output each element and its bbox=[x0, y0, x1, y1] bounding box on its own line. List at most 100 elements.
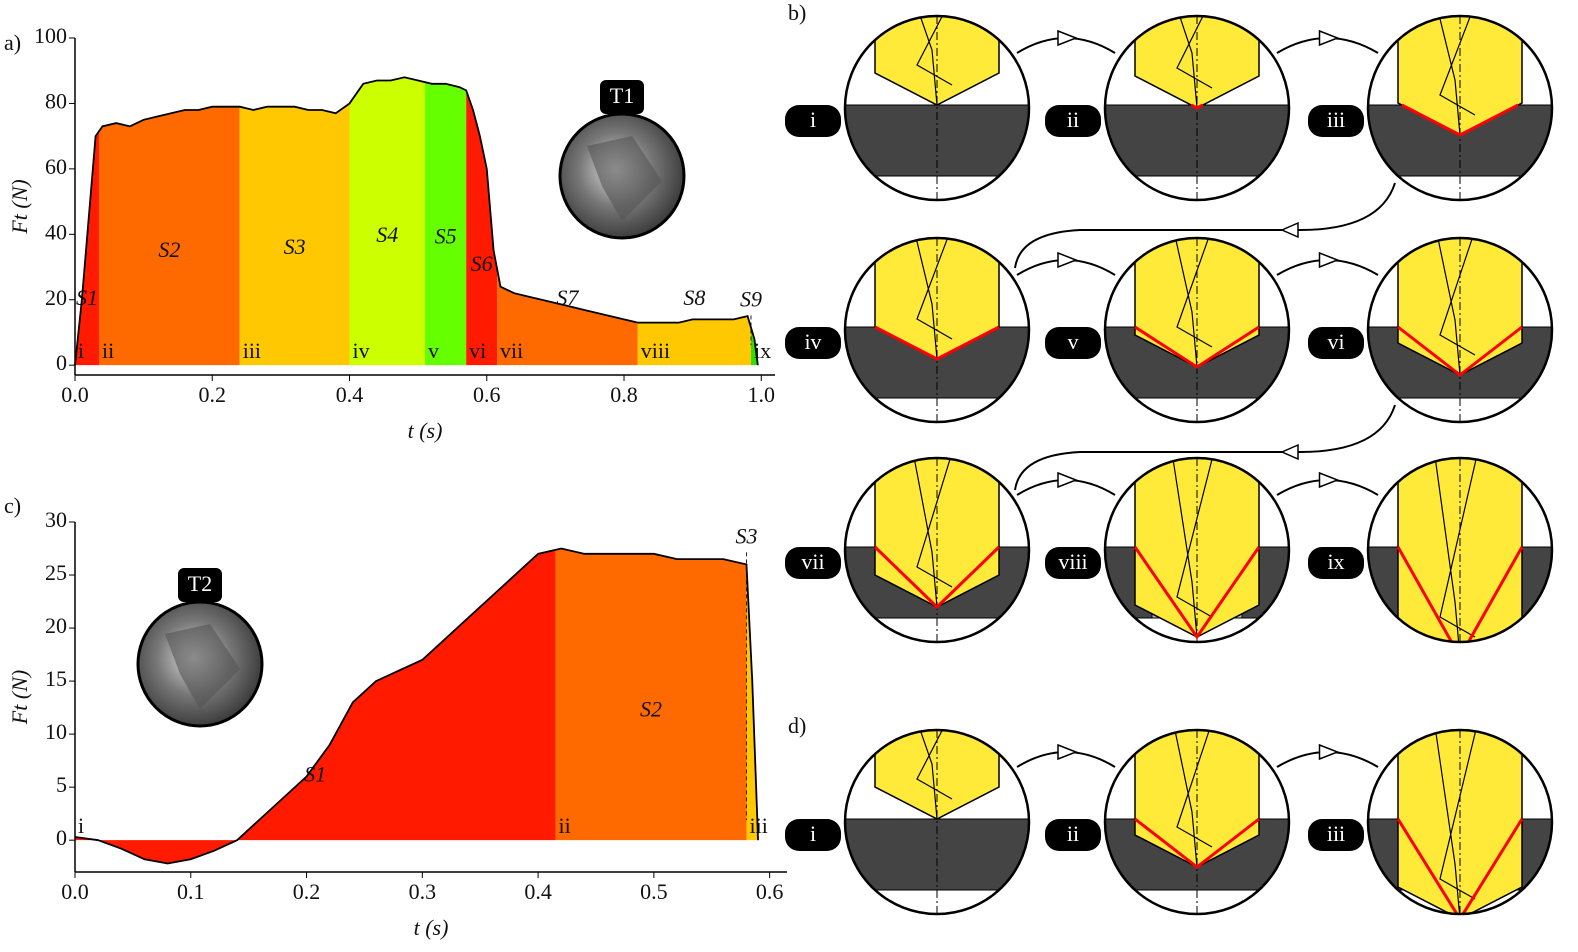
segment-area bbox=[637, 316, 751, 366]
drill-flute bbox=[1166, 16, 1223, 109]
arrow-head bbox=[1057, 471, 1079, 489]
x-tick-label: 0.4 bbox=[336, 382, 364, 407]
panel-label: b) bbox=[788, 0, 806, 25]
stage-circle bbox=[843, 456, 1031, 644]
stage-marker: vii bbox=[500, 338, 523, 363]
stage bbox=[845, 16, 1029, 200]
y-tick-label: 15 bbox=[45, 666, 67, 691]
arrow-head bbox=[1057, 743, 1079, 761]
x-tick-label: 0.1 bbox=[177, 879, 205, 904]
stage-tag-label: ii bbox=[1067, 821, 1079, 846]
y-tick-label: 0 bbox=[56, 825, 67, 850]
stage-tag-label: viii bbox=[1058, 549, 1087, 574]
stage bbox=[1368, 16, 1552, 200]
x-axis-title: t (s) bbox=[414, 915, 449, 940]
cutting-edge bbox=[1133, 546, 1261, 640]
y-tick-label: 80 bbox=[45, 88, 67, 113]
force-curve bbox=[74, 547, 759, 865]
y-tick-label: 5 bbox=[56, 772, 67, 797]
stage-marker: ix bbox=[754, 338, 771, 363]
stage-circle bbox=[843, 14, 1031, 202]
y-tick-label: 40 bbox=[45, 219, 67, 244]
stage-tag-label: v bbox=[1068, 329, 1079, 354]
arrow-head bbox=[1318, 29, 1340, 47]
stage-tag bbox=[785, 327, 841, 359]
x-tick-label: 0.5 bbox=[640, 879, 668, 904]
stage-marker: iii bbox=[243, 338, 261, 363]
stage-marker: iii bbox=[749, 813, 767, 838]
stage-marker: i bbox=[78, 813, 84, 838]
drill-flute bbox=[906, 16, 963, 106]
stage-tag bbox=[1308, 327, 1364, 359]
drill bbox=[874, 16, 1000, 106]
segment-label: S8 bbox=[683, 285, 705, 310]
x-tick-label: 0.3 bbox=[409, 879, 437, 904]
stage-tag-label: ix bbox=[1327, 549, 1344, 574]
stage bbox=[1368, 458, 1552, 642]
stage-tag bbox=[1045, 819, 1101, 851]
arrow-head bbox=[1057, 251, 1079, 269]
segment-label: S2 bbox=[640, 696, 662, 721]
tool-tag-label: T2 bbox=[188, 571, 212, 596]
stage-tag bbox=[1308, 547, 1364, 579]
segment-area bbox=[99, 106, 240, 366]
stage-tag-label: vi bbox=[1327, 329, 1344, 354]
cutting-edge bbox=[1401, 103, 1519, 137]
tool-tag bbox=[178, 568, 222, 602]
segment-label: S2 bbox=[158, 237, 180, 262]
x-tick-label: 1.0 bbox=[748, 382, 776, 407]
arrow-head bbox=[1318, 471, 1340, 489]
segment-label: S3 bbox=[284, 234, 306, 259]
stage bbox=[845, 730, 1029, 914]
drill bbox=[874, 730, 1000, 820]
y-tick-label: 20 bbox=[45, 613, 67, 638]
stage-tag bbox=[785, 105, 841, 137]
stage-marker: v bbox=[428, 338, 439, 363]
segment-label: S9 bbox=[740, 287, 762, 312]
tool-tag-label: T1 bbox=[610, 83, 634, 108]
x-tick-label: 0.0 bbox=[61, 382, 89, 407]
stage-tag-label: i bbox=[810, 107, 816, 132]
panel-label: c) bbox=[4, 493, 21, 518]
return-arrow bbox=[1014, 404, 1396, 491]
tool-flute bbox=[165, 624, 240, 709]
x-tick-label: 0.2 bbox=[199, 382, 227, 407]
y-tick-label: 30 bbox=[45, 507, 67, 532]
arrow-head bbox=[1318, 743, 1340, 761]
y-tick-label: 20 bbox=[45, 285, 67, 310]
y-tick-label: 0 bbox=[56, 350, 67, 375]
stage-tag bbox=[785, 819, 841, 851]
cutting-edge bbox=[1396, 818, 1524, 914]
drill-flute bbox=[1429, 730, 1486, 914]
cutting-edge bbox=[873, 545, 1001, 610]
stage-circle bbox=[843, 236, 1031, 424]
cutting-edge bbox=[1134, 817, 1260, 869]
stage-tag-label: i bbox=[810, 821, 816, 846]
segment-area bbox=[497, 268, 638, 366]
stage-circle bbox=[1103, 236, 1291, 424]
stage-circle bbox=[843, 728, 1031, 916]
stage-marker: iv bbox=[353, 338, 370, 363]
stage-tag-label: vii bbox=[801, 549, 824, 574]
stage bbox=[1368, 730, 1552, 914]
x-axis-title: t (s) bbox=[408, 418, 443, 443]
x-tick-label: 0.6 bbox=[473, 382, 501, 407]
stage-marker: vi bbox=[469, 338, 486, 363]
stage-marker: i bbox=[78, 338, 84, 363]
stage-circle bbox=[1366, 728, 1554, 916]
segment-area bbox=[239, 103, 350, 366]
segment-area bbox=[466, 90, 498, 366]
segment-label: S1 bbox=[304, 762, 326, 787]
stage-marker: viii bbox=[641, 338, 670, 363]
stage-tag bbox=[1045, 105, 1101, 137]
drill-flute bbox=[1429, 458, 1486, 642]
segment-label: S5 bbox=[435, 224, 457, 249]
x-tick-label: 0.4 bbox=[524, 879, 552, 904]
force-curve bbox=[74, 76, 759, 366]
stage-circle bbox=[1103, 14, 1291, 202]
y-tick-label: 25 bbox=[45, 560, 67, 585]
cutting-edge bbox=[1396, 546, 1524, 642]
cutting-edge bbox=[1397, 325, 1523, 377]
stage-marker: ii bbox=[558, 813, 570, 838]
